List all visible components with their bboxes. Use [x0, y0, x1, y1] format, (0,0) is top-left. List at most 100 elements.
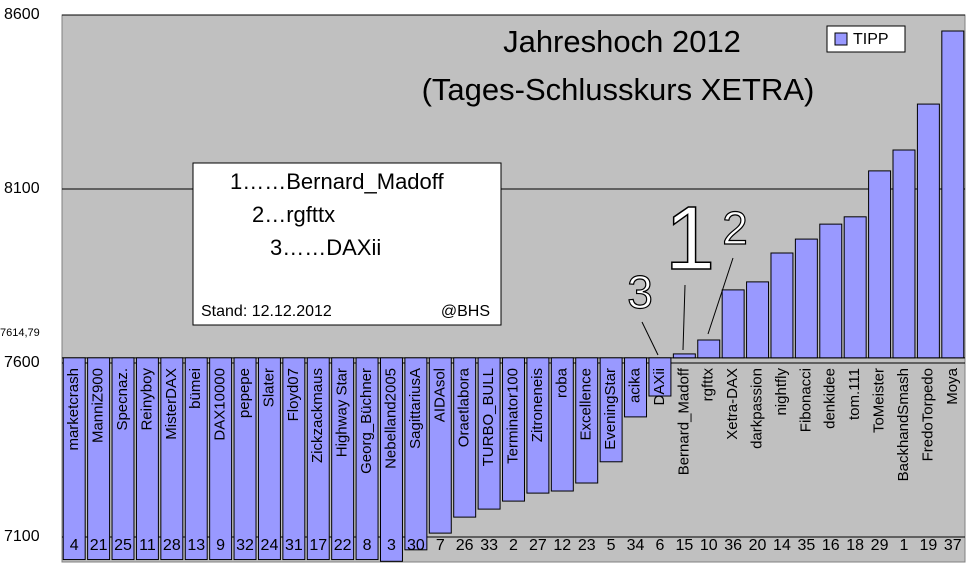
id-label: 20 [749, 537, 767, 554]
id-label: 3 [387, 537, 396, 554]
category-label: Bernard_Madoff [675, 367, 692, 475]
category-label: Nebelland2005 [382, 368, 399, 469]
category-label: Excellence [578, 368, 595, 441]
id-label: 31 [285, 537, 303, 554]
id-label: 30 [407, 537, 425, 554]
id-label: 8 [363, 537, 372, 554]
id-label: 27 [529, 537, 547, 554]
category-label: marketcrash [65, 368, 82, 451]
id-label: 17 [309, 537, 327, 554]
category-label: ManniZ900 [90, 368, 107, 443]
id-label: 7 [436, 537, 445, 554]
id-label: 6 [655, 537, 664, 554]
id-label: 18 [846, 537, 864, 554]
arrow [707, 257, 734, 335]
arrow [682, 284, 686, 351]
category-label: FredoTorpedo [919, 368, 936, 461]
bar [599, 357, 623, 463]
bar [502, 357, 525, 502]
bar [770, 252, 794, 359]
bar [843, 216, 867, 359]
category-label: darkpassion [749, 368, 766, 449]
baseline-label: 7614,79 [0, 327, 40, 339]
category-label: Reinyboy [138, 368, 155, 431]
bar [233, 357, 257, 561]
bar [746, 281, 770, 359]
category-label: EveningStar [602, 368, 619, 450]
id-label: 35 [797, 537, 815, 554]
category-label: acika [626, 367, 643, 403]
id-label: 13 [187, 537, 205, 554]
id-label: 19 [919, 537, 937, 554]
id-label: 14 [773, 537, 791, 554]
bar [306, 357, 330, 561]
id-label: 11 [139, 537, 156, 554]
bar [331, 357, 355, 561]
category-label: BackhandSmash [895, 368, 912, 481]
category-label: DAX10000 [212, 368, 229, 441]
id-label: 1 [900, 537, 909, 554]
box-line: 3……DAXii [270, 235, 381, 260]
bar [672, 353, 696, 359]
box-footer: Stand: 12.12.2012 [201, 303, 332, 320]
legend-label: TIPP [853, 31, 889, 48]
arrow [641, 321, 659, 356]
id-label: 29 [871, 537, 889, 554]
bar [941, 30, 965, 359]
bar [697, 339, 721, 359]
bar [477, 357, 501, 510]
category-label: DAXii [651, 368, 668, 406]
id-label: 2 [509, 537, 518, 554]
bar [87, 357, 111, 561]
bar [428, 357, 452, 534]
bar [62, 357, 86, 561]
y-tick-label: 7600 [4, 354, 40, 371]
marker-label: 3 [627, 266, 653, 318]
category-label: Floyd07 [285, 368, 302, 421]
bar [648, 357, 672, 397]
bar [819, 223, 843, 359]
bar [135, 357, 159, 561]
category-label: SagittariusA [407, 368, 424, 449]
legend-swatch [834, 32, 848, 46]
category-label: Moya [944, 367, 961, 404]
category-label: MisterDAX [163, 368, 180, 440]
id-label: 28 [163, 537, 181, 554]
id-label: 36 [724, 537, 742, 554]
bar [355, 357, 379, 561]
bar [160, 357, 184, 561]
id-label: 26 [456, 537, 474, 554]
chart-subtitle: (Tages-Schlusskurs XETRA) [422, 72, 815, 107]
id-label: 9 [216, 537, 225, 554]
category-label: Fibonacci [797, 368, 814, 432]
category-label: tom.111 [846, 368, 863, 420]
category-label: AIDAsol [431, 368, 448, 422]
id-label: 10 [700, 537, 718, 554]
y-tick-label: 7100 [4, 528, 40, 545]
category-label: Zitroneneis [529, 368, 546, 442]
category-label: TURBO_BULL [480, 368, 497, 466]
bar [550, 357, 574, 492]
bar [526, 357, 550, 494]
bar [721, 289, 745, 359]
y-tick-label: 8100 [4, 180, 40, 197]
category-label: Xetra-DAX [724, 368, 741, 440]
category-label: denkidee [822, 368, 839, 429]
bar [379, 357, 403, 562]
bar [868, 170, 892, 359]
category-label: Highway Star [334, 368, 351, 457]
category-label: roba [553, 367, 570, 398]
bar [111, 357, 135, 561]
category-label: Terminator100 [504, 368, 521, 464]
category-label: nightfly [773, 368, 790, 416]
category-label: bümei [187, 368, 204, 409]
id-label: 22 [334, 537, 352, 554]
id-label: 32 [236, 537, 254, 554]
id-label: 4 [70, 537, 79, 554]
id-label: 33 [480, 537, 498, 554]
annotation-box [192, 162, 502, 326]
y-tick-label: 8600 [4, 6, 40, 23]
bar [184, 357, 208, 561]
bar [624, 357, 648, 418]
